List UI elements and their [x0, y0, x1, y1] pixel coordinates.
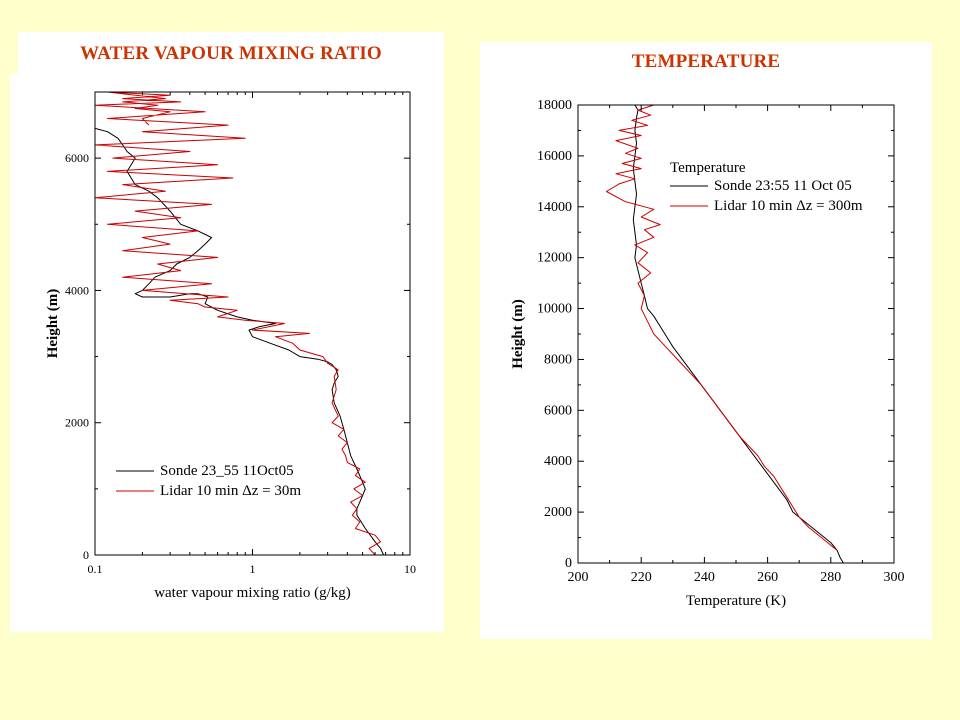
- y-tick-label: 14000: [537, 200, 572, 215]
- x-tick-label: 200: [568, 570, 589, 585]
- y-tick-label: 2000: [65, 416, 89, 430]
- left-chart-panel: 0.1 1 10 0 2000 4000 6000 water vapour mixing r…: [10, 74, 444, 632]
- y-axis-label: Height (m): [510, 299, 526, 369]
- legend-label: Sonde 23_55 11Oct05: [160, 463, 294, 479]
- y-tick-label: 4000: [65, 283, 89, 297]
- x-tick-label: 300: [884, 570, 905, 585]
- y-tick-label: 10000: [537, 302, 572, 317]
- y-axis-label: Height (m): [45, 289, 61, 359]
- legend-label: Sonde 23:55 11 Oct 05: [714, 178, 852, 194]
- left-title-box: WATER VAPOUR MIXING RATIO: [18, 32, 444, 74]
- x-tick-label: 220: [631, 570, 652, 585]
- x-axis-label: Temperature (K): [686, 593, 786, 609]
- y-tick-label: 8000: [544, 352, 572, 367]
- y-tick-label: 12000: [537, 251, 572, 266]
- legend-label: Lidar 10 min Δz = 300m: [714, 198, 863, 214]
- right-chart-panel: TEMPERATURE 200 220 240 260 280 300 0 2000 4000 6…: [480, 42, 932, 639]
- y-tick-label: 4000: [544, 454, 572, 469]
- legend-label: Lidar 10 min Δz = 30m: [160, 483, 301, 499]
- x-tick-label: 0.1: [88, 562, 103, 576]
- y-tick-label: 16000: [537, 149, 572, 164]
- y-tick-label: 18000: [537, 98, 572, 113]
- series-line-lidar: [605, 104, 838, 551]
- water-vapour-chart: 0.1 1 10 0 2000 4000 6000 water vapour mixing r…: [45, 91, 416, 601]
- legend-title: Temperature: [670, 160, 746, 176]
- x-tick-label: 1: [250, 562, 256, 576]
- y-tick-label: 0: [83, 548, 89, 562]
- temperature-chart: 200 220 240 260 280 300 0 2000 4000 6000 8000 10000…: [510, 98, 905, 609]
- x-tick-label: 10: [404, 562, 416, 576]
- left-chart-title: WATER VAPOUR MIXING RATIO: [80, 43, 382, 64]
- x-tick-label: 260: [757, 570, 778, 585]
- y-tick-label: 6000: [544, 403, 572, 418]
- x-tick-label: 240: [694, 570, 715, 585]
- right-chart-title: TEMPERATURE: [631, 51, 781, 72]
- x-axis-label: water vapour mixing ratio (g/kg): [154, 585, 351, 601]
- y-tick-label: 0: [565, 556, 572, 571]
- series-line-lidar: [94, 91, 381, 556]
- x-tick-label: 280: [820, 570, 841, 585]
- y-tick-label: 2000: [544, 505, 572, 520]
- y-tick-label: 6000: [65, 151, 89, 165]
